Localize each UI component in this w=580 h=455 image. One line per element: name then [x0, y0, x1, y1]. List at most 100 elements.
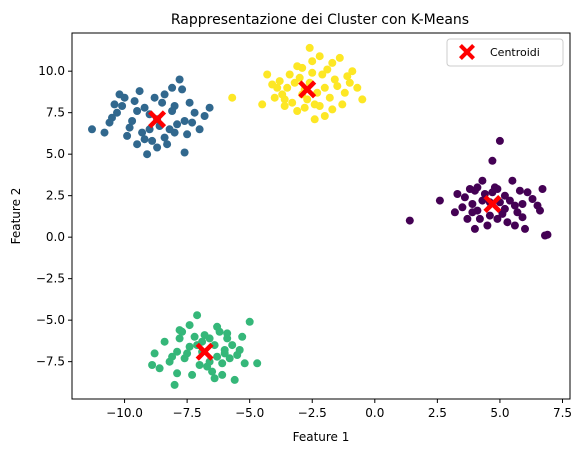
cluster-3-point	[320, 112, 329, 120]
cluster-1-point	[130, 97, 139, 106]
cluster-3-point	[353, 83, 362, 92]
cluster-3-point	[338, 100, 347, 109]
centroid-marker	[195, 342, 214, 361]
cluster-2-point	[218, 370, 227, 379]
cluster-2-point	[170, 380, 179, 389]
x-axis-label: Feature 1	[293, 430, 350, 444]
legend-marker-x-icon	[459, 44, 475, 60]
cluster-3-point	[358, 95, 367, 104]
cluster-0-point	[453, 190, 462, 198]
cluster-0-point	[470, 224, 479, 233]
cluster-3-point	[335, 53, 344, 62]
cluster-2-point	[245, 317, 254, 326]
cluster-2-point	[253, 359, 262, 368]
y-axis-label: Feature 2	[9, 188, 23, 245]
cluster-0-point	[515, 186, 524, 195]
cluster-1-point	[123, 131, 132, 140]
cluster-2-point	[150, 349, 159, 358]
cluster-3-point	[330, 75, 339, 84]
cluster-3-point	[308, 68, 317, 77]
cluster-2-point	[173, 369, 182, 378]
cluster-0-point	[528, 195, 537, 203]
cluster-0-point	[536, 206, 544, 215]
cluster-1-point	[88, 125, 96, 134]
legend: Centroidi	[446, 38, 564, 67]
x-tick-label: 7.5	[553, 406, 572, 420]
cluster-0-point	[538, 185, 547, 193]
cluster-1-point	[168, 107, 177, 115]
cluster-3-point	[328, 58, 337, 67]
cluster-3-point	[293, 107, 302, 115]
cluster-2-point	[178, 327, 187, 336]
y-tick-label: 2.5	[46, 189, 65, 203]
cluster-0-point	[458, 203, 467, 212]
y-tick-label: 10.0	[38, 64, 65, 78]
cluster-3-point	[285, 70, 294, 79]
cluster-2-point	[233, 351, 242, 359]
cluster-2-point	[210, 374, 219, 383]
cluster-1-point	[110, 100, 119, 109]
cluster-1-point	[175, 75, 184, 84]
cluster-0-point	[483, 221, 492, 230]
cluster-0-point	[523, 188, 532, 197]
cluster-0-point	[493, 214, 502, 223]
cluster-1-point	[140, 135, 149, 144]
cluster-2-point	[168, 352, 177, 361]
cluster-3-point	[348, 67, 357, 76]
cluster-3-point	[325, 93, 334, 102]
cluster-3-point	[283, 83, 292, 92]
cluster-2-point	[230, 375, 239, 384]
y-tick-label: 7.5	[46, 106, 65, 120]
cluster-0-point	[513, 208, 522, 217]
centroid-marker	[483, 194, 502, 213]
x-tick-label: −5.0	[235, 406, 264, 420]
x-tick-label: −2.5	[298, 406, 327, 420]
cluster-1-point	[128, 117, 137, 125]
cluster-0-point	[485, 211, 494, 220]
cluster-0-point	[500, 191, 509, 200]
cluster-3-point	[300, 103, 309, 112]
cluster-1-point	[113, 108, 121, 117]
cluster-0-point	[518, 200, 527, 208]
cluster-3-point	[323, 65, 332, 74]
cluster-1-point	[100, 128, 109, 137]
cluster-3-point	[295, 73, 304, 82]
cluster-3-point	[343, 72, 352, 81]
cluster-2-point	[223, 329, 232, 338]
cluster-3-point	[288, 98, 297, 107]
cluster-3-point	[310, 100, 319, 109]
cluster-1-point	[140, 103, 149, 112]
cluster-0-point	[435, 196, 444, 205]
x-tick-label: −10.0	[106, 406, 143, 420]
cluster-0-point	[468, 208, 477, 217]
cluster-2-point	[188, 370, 197, 379]
cluster-3-point	[310, 115, 319, 124]
cluster-1-point	[183, 130, 192, 139]
cluster-0-point	[518, 213, 527, 222]
cluster-3-point	[290, 78, 299, 87]
cluster-2-point	[200, 331, 209, 340]
cluster-2-point	[205, 357, 214, 366]
cluster-1-point	[153, 143, 162, 152]
legend-box	[446, 38, 564, 67]
cluster-3-point	[268, 80, 277, 89]
cluster-0-point	[450, 208, 459, 217]
cluster-1-point	[133, 107, 142, 115]
cluster-3-point	[318, 70, 327, 79]
cluster-3-point	[275, 77, 284, 86]
cluster-0-point	[463, 214, 472, 223]
cluster-1-point	[170, 128, 179, 137]
cluster-0-point	[468, 200, 477, 208]
y-tick-label: 5.0	[46, 147, 65, 161]
cluster-0-point	[460, 193, 469, 202]
y-axis: −7.5 −5.0 −2.5 0.0 2.5 5.0 7.5 10.0	[36, 64, 72, 369]
cluster-3-point	[315, 52, 324, 61]
cluster-3-point	[278, 90, 287, 99]
cluster-2-point	[210, 341, 219, 350]
cluster-2-point	[173, 347, 182, 356]
y-tick-label: −5.0	[36, 313, 65, 327]
cluster-2-point	[195, 361, 204, 369]
cluster-1-point	[143, 150, 152, 159]
y-tick-label: −2.5	[36, 272, 65, 286]
